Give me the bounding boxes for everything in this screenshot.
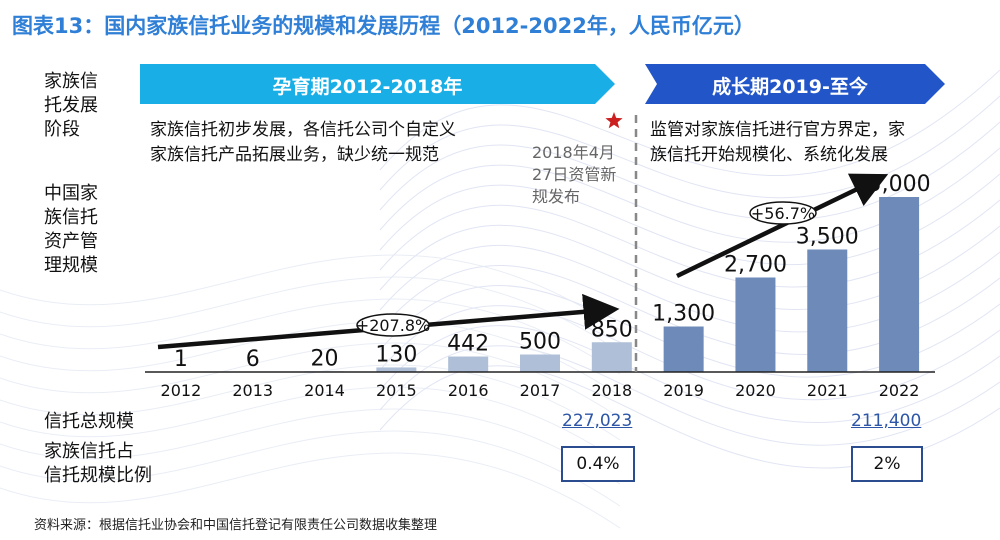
bar-value-label: 1,300	[652, 302, 715, 327]
x-tick-label: 2022	[879, 381, 920, 400]
stage-growth-desc: 监管对家族信托进行官方界定，家 族信托开始规模化、系统化发展	[650, 120, 905, 165]
source-footnote: 资料来源：根据信托业协会和中国信托登记有限责任公司数据收集整理	[34, 518, 438, 533]
chart-title: 图表13：国内家族信托业务的规模和发展历程（2012-2022年，人民币亿元）	[12, 14, 755, 38]
bg-wave-line	[379, 345, 1000, 446]
growth-rate-ellipse	[749, 201, 817, 225]
growth-rate-label: +56.7%	[751, 204, 815, 223]
bar-value-label: 6	[246, 347, 260, 372]
bar	[879, 197, 920, 372]
ratio-2022-box: 2%	[851, 446, 923, 482]
stage-row-label: 家族信 托发展 阶段	[44, 71, 98, 140]
bar	[735, 277, 776, 372]
bg-wave-line	[379, 245, 1000, 333]
x-tick-label: 2014	[304, 381, 345, 400]
bg-wave-line	[379, 147, 1000, 243]
bg-wave-line	[379, 305, 1000, 401]
x-tick-label: 2019	[663, 381, 704, 400]
bg-wave-line	[379, 325, 1000, 423]
x-tick-label: 2016	[448, 381, 489, 400]
stage-arrow-growth	[645, 64, 945, 104]
bar	[663, 326, 704, 372]
bg-wave-line	[379, 224, 1000, 310]
bg-wave-line	[0, 276, 621, 353]
x-tick-label: 2020	[735, 381, 776, 400]
bar	[376, 367, 417, 372]
stage-arrow-growth-shape	[645, 64, 945, 104]
bar-value-label: 20	[311, 346, 339, 371]
growth-rate-label: +207.8%	[356, 316, 430, 335]
bar-value-label: 2,700	[724, 253, 787, 278]
bar-value-label: 850	[591, 317, 633, 342]
bg-wave-line	[0, 408, 621, 485]
bar	[520, 354, 560, 372]
bar-value-label: 3,500	[796, 225, 859, 250]
bar-value-label: 130	[375, 342, 417, 367]
x-tick-label: 2018	[591, 381, 632, 400]
total-row-label: 信托总规模	[44, 411, 134, 432]
total-2022-value: 211,400	[851, 411, 922, 431]
bg-wave-line	[379, 199, 1000, 288]
bg-wave-line	[379, 285, 1000, 378]
stage-early-desc: 家族信托初步发展，各信托公司个自定义 家族信托产品拓展业务，缺少统一规范	[150, 120, 456, 165]
stage-growth-name: 成长期2019-至今	[712, 76, 868, 98]
bg-wave-line	[0, 342, 621, 419]
star-icon	[605, 112, 623, 129]
ratio-2018-box: 0.4%	[561, 446, 635, 482]
bg-wave-line	[0, 452, 621, 529]
growth-trend-arrow	[676, 173, 889, 279]
growth-rate-ellipse	[356, 313, 430, 337]
bar	[807, 249, 848, 372]
bar-value-label: 5,000	[868, 172, 931, 197]
bg-wave-line	[0, 364, 621, 441]
bg-wave-line	[0, 386, 621, 463]
bg-wave-line	[0, 430, 621, 507]
x-tick-label: 2012	[161, 381, 202, 400]
x-tick-label: 2017	[520, 381, 561, 400]
event-note: 2018年4月 27日资管新 规发布	[532, 143, 617, 206]
scale-row-label: 中国家 族信托 资产管 理规模	[44, 183, 98, 276]
x-tick-label: 2021	[807, 381, 848, 400]
ratio-row-label: 家族信托占 信托规模比例	[44, 441, 152, 486]
x-tick-label: 2015	[376, 381, 417, 400]
total-2018-value: 227,023	[562, 411, 633, 431]
bar-value-label: 1	[174, 347, 188, 372]
bar	[591, 342, 632, 372]
stage-arrow-early-shape	[140, 64, 615, 104]
stage-arrow-early	[140, 64, 615, 104]
bar-value-label: 500	[519, 330, 561, 355]
x-tick-label: 2013	[232, 381, 273, 400]
bg-wave-line	[379, 265, 1000, 355]
bg-wave-line	[0, 254, 621, 331]
stage-early-name: 孕育期2012-2018年	[272, 76, 463, 98]
bar-value-label: 442	[447, 332, 489, 357]
bg-wave-line	[379, 69, 1000, 176]
bar	[448, 356, 489, 372]
bg-wave-line	[379, 173, 1000, 266]
